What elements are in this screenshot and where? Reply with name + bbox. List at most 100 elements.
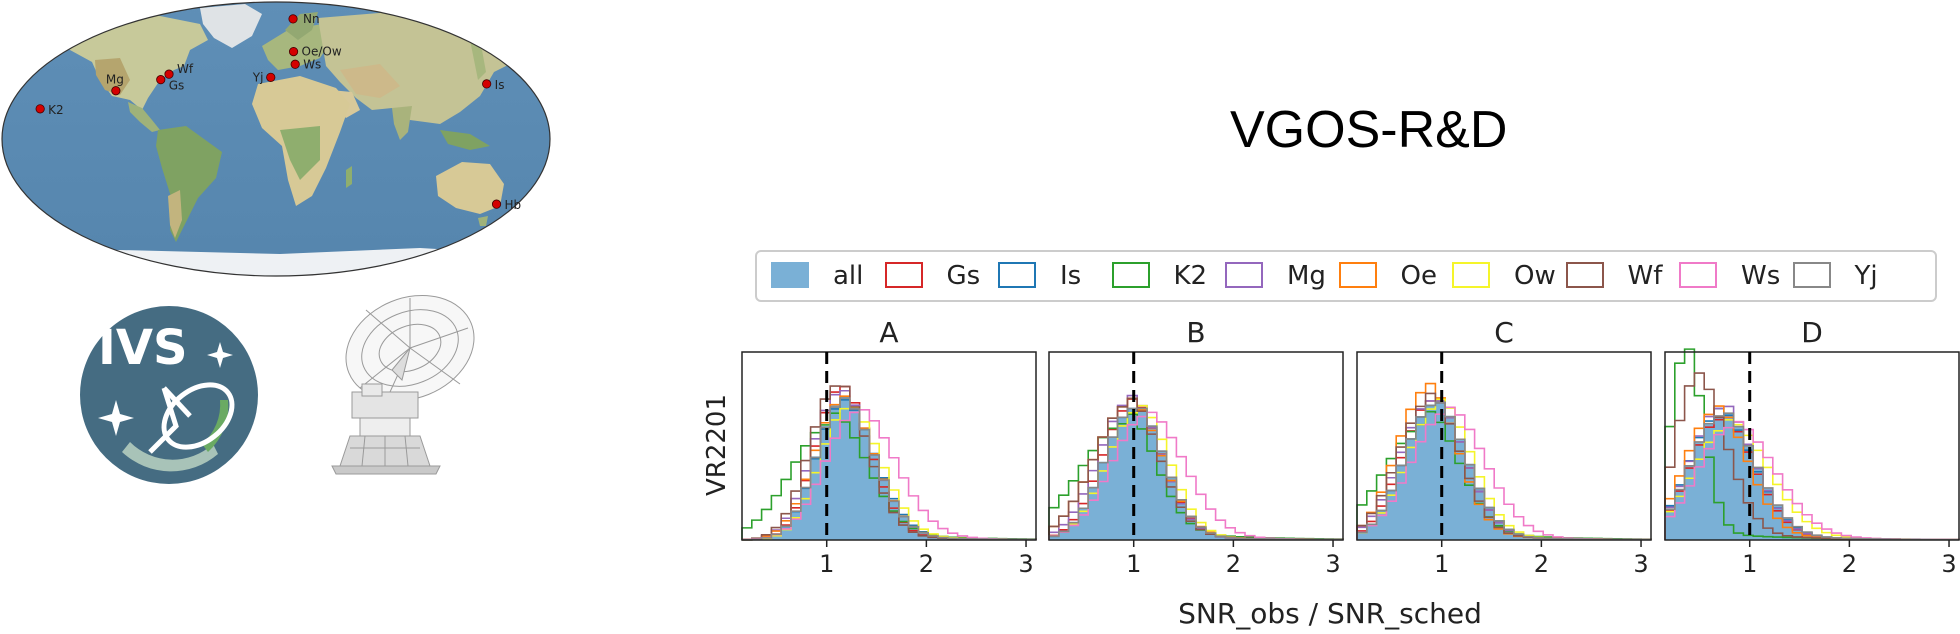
panel-title: A [879,316,898,349]
series-oe-histogram [1356,382,1652,541]
legend-swatch [1679,262,1717,288]
map-background [2,2,550,276]
series-all-histogram [1665,413,1959,540]
series-ow-histogram [1356,398,1652,541]
panel-frame [741,351,1037,541]
ivs-logo-text: IVS [98,320,188,376]
legend-swatch [1111,262,1150,288]
station-label: Is [495,78,505,92]
legend-label: Yj [1854,261,1878,291]
x-tick-label: 3 [1325,550,1340,578]
histogram-panel-b: B 1 2 3 [1048,316,1344,578]
series-all-histogram [742,396,1036,540]
station-label: Mg [106,73,124,87]
histogram-panel-d: D 1 2 3 [1664,316,1960,578]
series-wf-histogram [1356,392,1652,541]
station-label: Yj [252,70,264,84]
panel-title: B [1186,316,1205,349]
x-tick-label: 3 [1633,550,1648,578]
series-yj-histogram [1356,401,1652,541]
station-label: K2 [48,103,64,117]
station-label: Ws [303,57,321,71]
station-marker [164,69,174,79]
series-oe-histogram [1664,405,1960,541]
series-mg-histogram [1048,394,1344,541]
x-axis-label: SNR_obs / SNR_sched [1178,597,1482,630]
legend-label: Oe [1400,261,1437,291]
station-marker [491,199,502,209]
series-all-histogram [1357,402,1651,540]
legend-swatch [771,262,809,288]
series-ow-histogram [741,406,1037,541]
series-k2-histogram [1048,413,1344,540]
panel-title: D [1801,316,1823,349]
series-is-histogram [1048,407,1344,541]
station-marker [290,59,300,69]
panel-frame [1048,351,1344,541]
panel-title: C [1494,316,1514,349]
antenna-illustration [331,294,475,475]
series-gs-histogram [1664,416,1960,541]
series-mg-histogram [1356,399,1652,541]
x-tick-label: 1 [1742,550,1757,578]
legend-label: Gs [946,261,981,291]
x-tick-label: 3 [1941,550,1956,578]
series-is-histogram [1356,401,1652,541]
series-oe-histogram [741,395,1037,541]
series-yj-histogram [1664,412,1960,541]
series-mg-histogram [1664,405,1960,541]
series-wf-histogram [741,385,1037,541]
legend-label: Is [1060,261,1082,291]
x-tick-label: 2 [1842,550,1857,578]
station-marker [288,14,298,24]
legend-label: all [833,261,864,291]
series-ow-histogram [1664,418,1960,541]
series-yj-histogram [741,397,1037,541]
series-ws-histogram [1048,411,1344,541]
series-mg-histogram [741,389,1037,541]
series-gs-histogram [1356,399,1652,541]
station-label: Hb [505,198,522,212]
ivs-logo: IVS [80,306,258,484]
series-k2-histogram [741,412,1037,540]
station-marker [111,86,121,96]
panel-frame [1664,351,1960,541]
station-label: Gs [169,79,185,93]
series-is-histogram [1664,407,1960,541]
panel-frame [1356,351,1652,541]
series-all-histogram [1049,408,1343,540]
legend-swatch [1565,262,1604,288]
station-label: Wf [177,62,194,76]
series-gs-histogram [1048,398,1344,541]
station-marker [482,79,492,89]
series-ws-histogram [1664,420,1960,541]
legend-swatch [1338,262,1377,288]
station-label: Nn [303,12,320,26]
legend-swatch [998,262,1036,288]
series-is-histogram [741,399,1037,541]
x-tick-label: 2 [1226,550,1241,578]
legend-swatch [884,262,923,288]
x-tick-label: 1 [819,550,834,578]
legend-swatch [1452,262,1490,288]
series-yj-histogram [1048,407,1344,541]
figure-title: VGOS-R&D [1230,101,1508,159]
legend-label: Ow [1514,261,1556,291]
histogram-panel-a: A 1 2 3 [741,316,1037,578]
legend-swatch [1792,262,1831,288]
series-k2-histogram [1664,348,1960,541]
legend-swatch [1225,262,1263,288]
series-gs-histogram [741,385,1037,541]
histogram-panel-c: C 1 2 3 [1356,316,1652,578]
series-oe-histogram [1048,397,1344,541]
station-marker [156,75,166,85]
legend-label: Wf [1627,261,1663,291]
station-marker [266,72,276,82]
series-ws-histogram [741,408,1037,541]
small-star-icon [207,342,233,368]
chart-legend: all Gs Is K2 Mg Oe Ow Wf Ws Yj [755,250,1937,302]
x-tick-label: 2 [1534,550,1549,578]
station-marker [288,47,299,57]
series-wf-histogram [1664,372,1960,541]
